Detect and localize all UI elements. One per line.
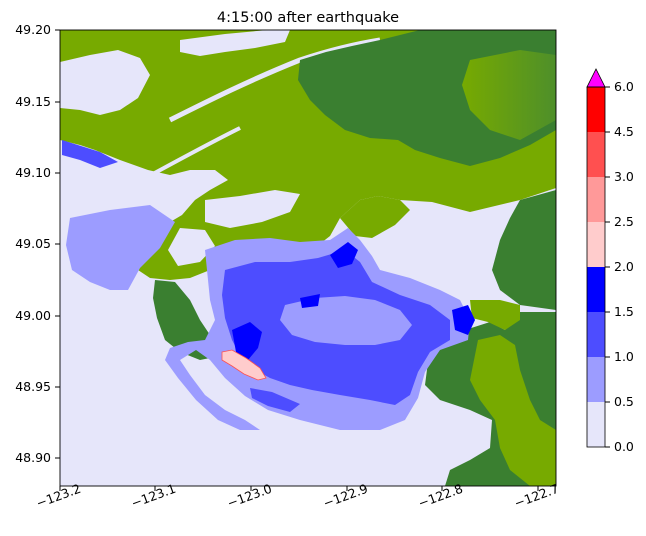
colorbar: 0.0 0.5 1.0 1.5 2.0 2.5 3.0 4.5 6.0 bbox=[586, 68, 634, 454]
y-tick-label: 49.20 bbox=[15, 22, 51, 37]
north-water-strip bbox=[180, 30, 290, 56]
north-water-patch bbox=[60, 50, 150, 115]
colorbar-tick-label: 0.0 bbox=[614, 439, 634, 454]
y-tick-label: 48.90 bbox=[15, 450, 51, 465]
y-tick-label: 49.15 bbox=[15, 94, 51, 109]
y-tick-label: 49.10 bbox=[15, 165, 51, 180]
shore-medium-1 bbox=[250, 388, 300, 412]
colorbar-segment bbox=[587, 87, 605, 132]
colorbar-segment bbox=[587, 222, 605, 267]
colorbar-tick-label: 1.5 bbox=[614, 304, 634, 319]
colorbar-extend-arrow bbox=[586, 68, 606, 88]
shore-medium-2 bbox=[62, 140, 118, 168]
colorbar-segment bbox=[587, 312, 605, 357]
colorbar-tick-label: 1.0 bbox=[614, 349, 634, 364]
wave-light bbox=[66, 205, 175, 290]
wave-strong-3 bbox=[300, 294, 320, 308]
land-southeast-green bbox=[470, 300, 520, 330]
y-axis: 48.90 48.95 49.00 49.05 49.10 49.15 49.2… bbox=[15, 22, 60, 465]
colorbar-tick-label: 4.5 bbox=[614, 124, 634, 139]
wave-strong bbox=[232, 322, 262, 360]
colorbar-segment bbox=[587, 357, 605, 402]
wave-strong-2 bbox=[330, 242, 358, 268]
y-tick-label: 49.05 bbox=[15, 236, 51, 251]
wave-peak-pink bbox=[221, 349, 267, 381]
land-upland-hills-north bbox=[492, 190, 556, 310]
axes-frame bbox=[59, 29, 557, 487]
delta-light-water-2 bbox=[168, 228, 215, 266]
colorbar-segment bbox=[587, 177, 605, 222]
chart-title: 4:15:00 after earthquake bbox=[217, 10, 399, 26]
y-tick-label: 48.95 bbox=[15, 379, 51, 394]
colorbar-tick-label: 0.5 bbox=[614, 394, 634, 409]
wave-inner-light bbox=[280, 296, 412, 345]
colorbar-segment bbox=[587, 402, 605, 447]
wave-strong-4 bbox=[452, 305, 475, 335]
y-tick-label: 49.00 bbox=[15, 308, 51, 323]
land-upland-pale-slope bbox=[462, 50, 556, 140]
colorbar-tick-label: 6.0 bbox=[614, 79, 634, 94]
colorbar-tick-label: 2.5 bbox=[614, 214, 634, 229]
map-area bbox=[60, 30, 556, 486]
river-channel bbox=[168, 37, 381, 123]
x-tick-label: −123.2 bbox=[34, 481, 83, 511]
colorbar-tick-label: 3.0 bbox=[614, 169, 634, 184]
colorbar-segment bbox=[587, 132, 605, 177]
colorbar-segment bbox=[587, 267, 605, 312]
land-south-lowland bbox=[470, 335, 556, 486]
delta-inlet bbox=[205, 190, 300, 228]
colorbar-tick-label: 2.0 bbox=[614, 259, 634, 274]
land-white-rock-bluff bbox=[340, 196, 410, 238]
